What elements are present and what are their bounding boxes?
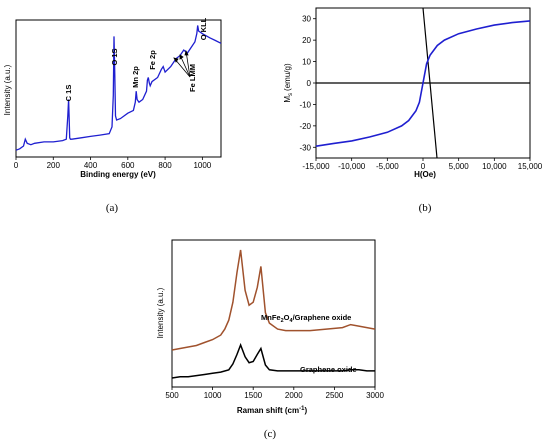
- panel-b-xtick-label: 15,000: [518, 162, 543, 171]
- legend-mnfe: MnFe: [261, 313, 281, 322]
- panel-b-xtick-label: 5,000: [449, 162, 470, 171]
- panel-c-legend-graphene-oxide: Graphene oxide: [300, 365, 357, 374]
- panel-a-xps: 0 200 400 600 800 1000 Binding energy (eV) In…: [3, 17, 222, 214]
- panel-c-caption: (c): [264, 428, 277, 440]
- panel-b-magnetization: -15,000 -10,000 -5,000 0 5,000 10,000 15,000 -…: [283, 7, 543, 214]
- panel-a-xtick-label: 1000: [193, 161, 211, 170]
- panel-b-ylabel-main: M: [283, 96, 292, 103]
- panel-b-ylabel-units: (emu/g): [283, 63, 292, 91]
- panel-a-series-line: [15, 25, 222, 151]
- panel-b-ytick-label: -10: [299, 100, 311, 109]
- panel-c-ylabel: Intensity (a.u.): [156, 287, 165, 338]
- panel-c-raman: 500 1000 1500 2000 2500 3000 MnFe2O4/Graphene…: [156, 239, 384, 440]
- legend-sub-4: 4: [290, 318, 294, 324]
- panel-a-xtick-label: 800: [158, 161, 172, 170]
- panel-b-xtick-label: -10,000: [338, 162, 366, 171]
- panel-b-xtick-label: -15,000: [302, 162, 330, 171]
- panel-c-xlabel-main: Raman shift (cm: [237, 406, 299, 415]
- panel-b-ytick-label: -20: [299, 122, 311, 131]
- panel-c-legend-mnfe2o4-go: MnFe2O4/Graphene oxide: [261, 313, 351, 324]
- panel-b-ylabel-sub: s: [288, 93, 294, 96]
- panel-b-y-ticks: -30 -20 -10 0 10 20 30: [299, 15, 316, 152]
- panel-b-ylabel: Ms (emu/g): [283, 63, 294, 103]
- panel-b-xlabel: H(Oe): [414, 170, 436, 179]
- panel-c-xlabel: Raman shift (cm-1): [237, 406, 308, 415]
- panel-c-series-graphene-oxide: [171, 342, 375, 379]
- annotation-mn2p: Mn 2p: [131, 66, 140, 88]
- panel-b-x-ticks: -15,000 -10,000 -5,000 0 5,000 10,000 15,000: [302, 158, 543, 171]
- panel-a-frame: [15, 19, 222, 158]
- panel-c-xtick-label: 1000: [204, 391, 222, 400]
- fe-lmm-arrows: [173, 49, 191, 78]
- panel-b-xtick-label: 10,000: [482, 162, 507, 171]
- panel-a-xtick-label: 0: [14, 161, 19, 170]
- panel-b-ytick-label: 10: [302, 58, 311, 67]
- panel-b-ytick-label: 0: [307, 79, 312, 88]
- panel-a-xtick-label: 400: [84, 161, 98, 170]
- legend-o: O: [284, 313, 290, 322]
- panel-c-frame: [171, 239, 376, 388]
- panel-b-ytick-label: 30: [302, 15, 311, 24]
- legend-go-suffix: /Graphene oxide: [293, 313, 352, 322]
- panel-a-x-ticks: 0 200 400 600 800 1000: [14, 157, 212, 170]
- panel-b-ytick-label: 20: [302, 36, 311, 45]
- panel-b-xtick-label: 0: [421, 162, 426, 171]
- panel-a-xtick-label: 200: [47, 161, 61, 170]
- panel-c-xlabel-end: ): [304, 406, 307, 415]
- panel-b-series-line: [315, 20, 531, 147]
- panel-a-ylabel: Intensity (a.u.): [3, 64, 12, 115]
- annotation-o1s: O 1S: [110, 48, 119, 65]
- legend-sub-2: 2: [281, 318, 284, 324]
- annotation-c1s: C 1S: [64, 85, 73, 102]
- panel-c-xtick-label: 2500: [326, 391, 344, 400]
- panel-b-ytick-label: -30: [299, 143, 311, 152]
- annotation-okll: O KLL: [199, 17, 208, 40]
- panel-b-zero-vline: [422, 7, 438, 159]
- panel-b-caption: (b): [419, 202, 432, 214]
- panel-a-xtick-label: 600: [121, 161, 135, 170]
- panel-c-xtick-label: 500: [165, 391, 179, 400]
- annotation-fe2p: Fe 2p: [148, 50, 157, 70]
- panel-a-caption: (a): [106, 202, 119, 214]
- panel-c-series-mnfe2o4-go: [171, 249, 376, 351]
- panel-c-xtick-label: 1500: [244, 391, 262, 400]
- panel-b-xtick-label: -5,000: [376, 162, 399, 171]
- annotation-felmm: Fe LMM: [188, 64, 197, 92]
- panel-a-xlabel: Binding energy (eV): [80, 170, 156, 179]
- panel-c-xtick-label: 2000: [285, 391, 303, 400]
- panel-c-xlabel-sup: -1: [299, 406, 305, 412]
- panel-c-x-ticks: 500 1000 1500 2000 2500 3000: [165, 387, 384, 400]
- panel-c-xtick-label: 3000: [366, 391, 384, 400]
